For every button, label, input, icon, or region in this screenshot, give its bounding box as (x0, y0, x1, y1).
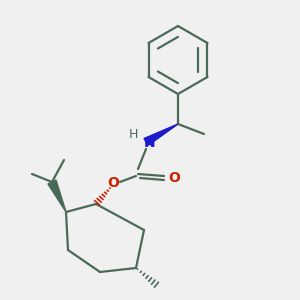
Polygon shape (144, 124, 178, 146)
Text: N: N (144, 136, 156, 150)
Text: O: O (168, 171, 180, 185)
Text: O: O (107, 176, 119, 190)
Text: H: H (128, 128, 138, 142)
Polygon shape (48, 180, 66, 212)
